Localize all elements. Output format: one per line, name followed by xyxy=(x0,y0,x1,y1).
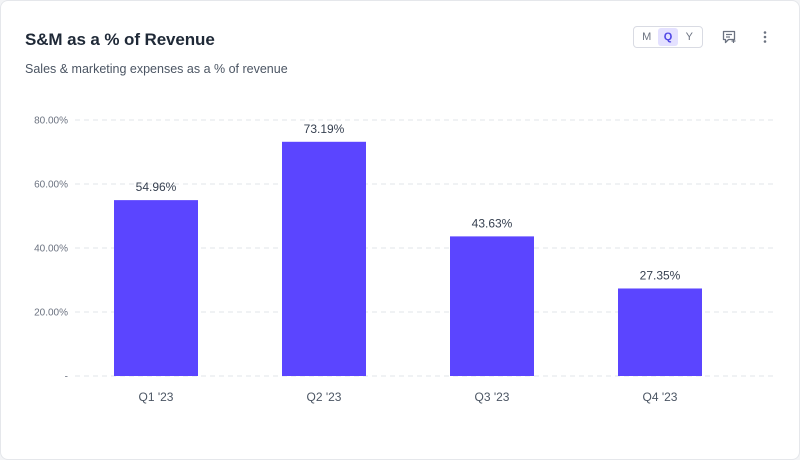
comment-add-icon[interactable] xyxy=(720,28,738,46)
x-category-label: Q4 '23 xyxy=(643,390,678,404)
y-tick-label: - xyxy=(65,372,68,383)
chart-title: S&M as a % of Revenue xyxy=(25,30,215,49)
bar-value-label: 73.19% xyxy=(304,122,345,136)
x-category-label: Q3 '23 xyxy=(475,390,510,404)
period-option-year[interactable]: Y xyxy=(685,31,693,43)
bar xyxy=(282,141,366,376)
y-tick-label: 20.00% xyxy=(34,308,68,319)
bar xyxy=(450,236,534,376)
period-option-month[interactable]: M xyxy=(642,31,652,43)
x-category-label: Q2 '23 xyxy=(307,390,342,404)
bar xyxy=(618,288,702,376)
chart-subtitle: Sales & marketing expenses as a % of rev… xyxy=(25,62,288,76)
bar-value-label: 27.35% xyxy=(640,268,681,282)
bar-value-label: 54.96% xyxy=(136,180,177,194)
x-category-label: Q1 '23 xyxy=(139,390,174,404)
period-toggle: M Q Y xyxy=(633,26,703,48)
more-vertical-icon[interactable] xyxy=(756,28,774,46)
y-tick-label: 80.00% xyxy=(34,116,68,127)
period-option-quarter[interactable]: Q xyxy=(657,28,678,46)
bar xyxy=(114,200,198,376)
y-tick-label: 60.00% xyxy=(34,180,68,191)
bar-value-label: 43.63% xyxy=(472,216,513,230)
y-tick-label: 40.00% xyxy=(34,244,68,255)
